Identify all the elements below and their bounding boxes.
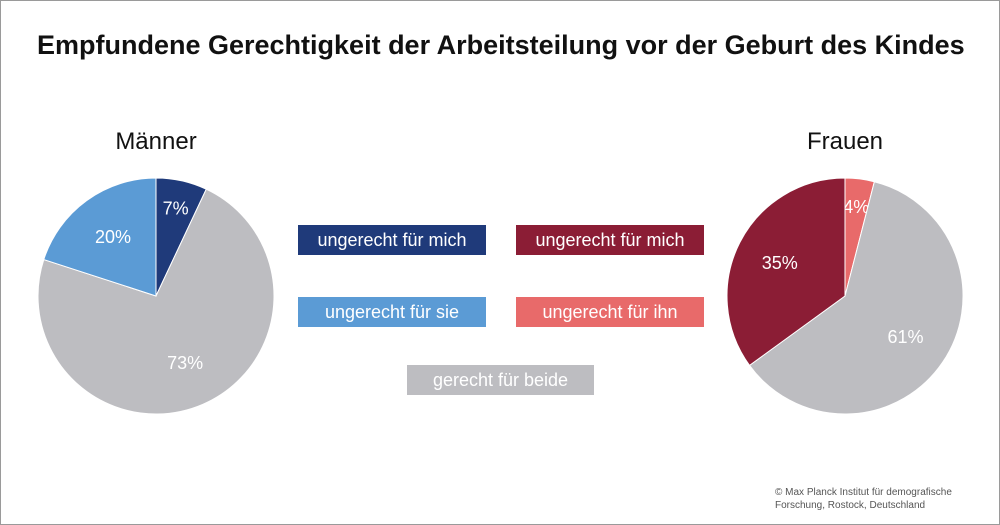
legend-women-unfair-him: ungerecht für ihn: [516, 297, 704, 327]
men-slice-label-2: 20%: [95, 227, 131, 247]
women-slice-2: [726, 177, 846, 367]
pie-title-men: Männer: [115, 128, 197, 155]
men-slice-2: [43, 177, 157, 297]
men-slice-1: [37, 188, 275, 415]
pie-chart-men: 7% 73% 20%: [37, 177, 275, 415]
women-slice-label-2: 35%: [762, 253, 798, 273]
copyright-note: © Max Planck Institut für demografische …: [775, 486, 975, 512]
copyright-line-1: © Max Planck Institut für demografische: [775, 487, 952, 498]
pie-title-women: Frauen: [806, 128, 884, 155]
men-slice-label-0: 7%: [163, 199, 189, 219]
women-slice-label-0: 4%: [843, 197, 869, 217]
legend-men-unfair-me: ungerecht für mich: [298, 225, 486, 255]
pie-chart-women: 4% 61% 35%: [726, 177, 964, 415]
legend-women-unfair-me: ungerecht für mich: [516, 225, 704, 255]
chart-title: Empfundene Gerechtigkeit der Arbeitsteil…: [37, 30, 965, 60]
copyright-line-2: Forschung, Rostock, Deutschland: [775, 500, 926, 511]
legend-fair-both: gerecht für beide: [407, 365, 594, 395]
women-slice-label-1: 61%: [887, 327, 923, 347]
women-slice-1: [748, 181, 964, 415]
men-slice-label-1: 73%: [167, 353, 203, 373]
legend-men-unfair-her: ungerecht für sie: [298, 297, 486, 327]
